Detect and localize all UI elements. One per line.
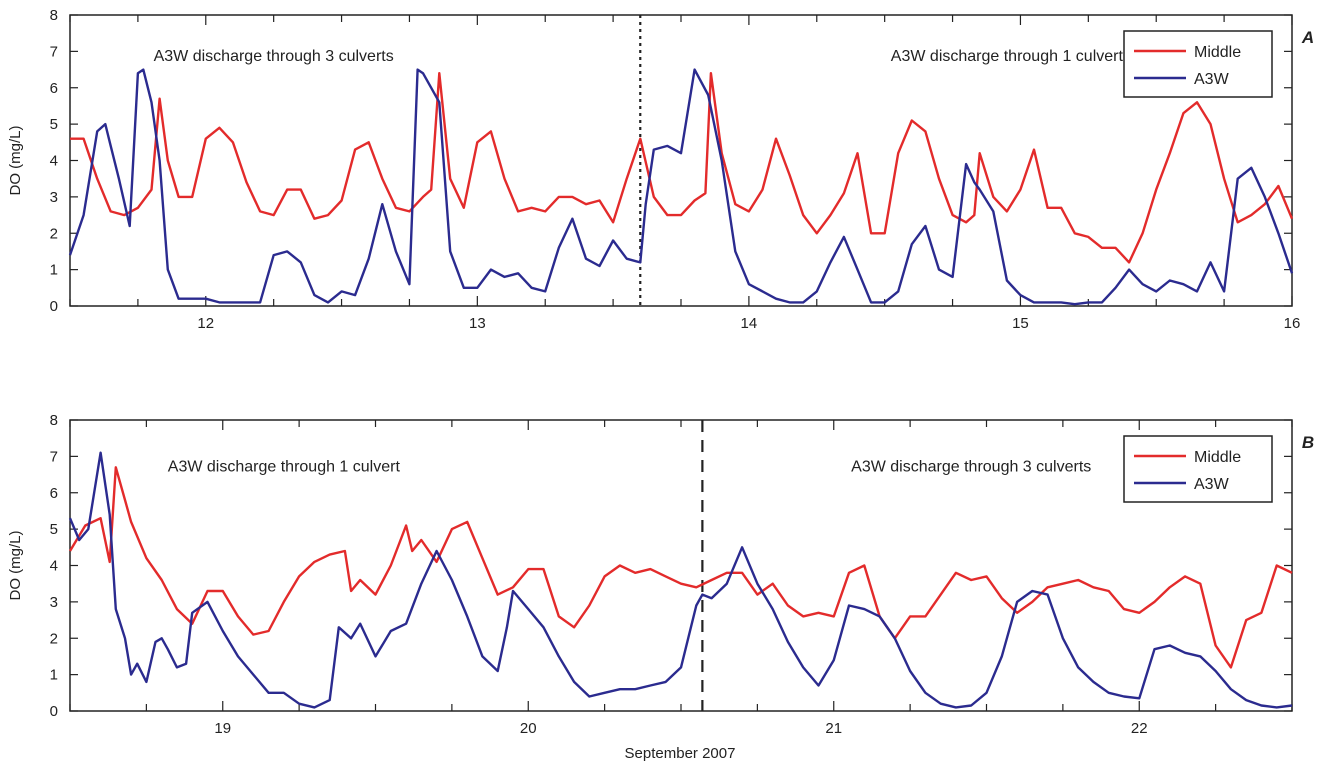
- x-tick-label: 19: [214, 720, 231, 737]
- y-axis-label: DO (mg/L): [7, 530, 24, 600]
- panel-letter: A: [1301, 28, 1314, 47]
- y-tick-label: 0: [50, 703, 58, 720]
- legend-label: Middle: [1194, 44, 1241, 61]
- y-tick-label: 5: [50, 116, 58, 133]
- y-tick-label: 4: [50, 153, 58, 170]
- y-tick-label: 3: [50, 594, 58, 611]
- x-tick-label: 22: [1131, 720, 1148, 737]
- series-line-a3w: [68, 68, 1294, 306]
- y-tick-label: 7: [50, 43, 58, 60]
- y-tick-label: 1: [50, 262, 58, 279]
- x-tick-label: 13: [469, 315, 486, 332]
- annotation-1: A3W discharge through 1 culvert: [891, 48, 1124, 65]
- legend-label: A3W: [1194, 71, 1230, 88]
- legend-label: Middle: [1194, 449, 1241, 466]
- legend-label: A3W: [1194, 476, 1230, 493]
- y-tick-label: 2: [50, 630, 58, 647]
- panel-letter: B: [1302, 433, 1314, 452]
- y-tick-label: 6: [50, 80, 58, 97]
- series-line-a3w: [68, 451, 1293, 709]
- y-tick-label: 0: [50, 298, 58, 315]
- y-tick-label: 5: [50, 521, 58, 538]
- panel-b: 0 1 2 3 4 5 6 7 8 19 20 21 22 DO (mg/L) A3W discharge …: [7, 412, 1314, 737]
- x-axis-label: September 2007: [625, 745, 736, 762]
- x-tick-label: 12: [197, 315, 214, 332]
- annotation-0: A3W discharge through 3 culverts: [154, 48, 394, 65]
- y-tick-label: 1: [50, 667, 58, 684]
- y-tick-label: 7: [50, 448, 58, 465]
- y-tick-label: 6: [50, 485, 58, 502]
- x-tick-label: 20: [520, 720, 537, 737]
- x-tick-label: 16: [1284, 315, 1301, 332]
- y-tick-label: 8: [50, 412, 58, 429]
- y-tick-label: 2: [50, 225, 58, 242]
- x-tick-label: 14: [741, 315, 758, 332]
- y-tick-label: 3: [50, 189, 58, 206]
- series-line-middle: [70, 71, 1294, 264]
- y-tick-label: 8: [50, 7, 58, 24]
- legend-box: [1123, 30, 1273, 98]
- annotation-0: A3W discharge through 1 culvert: [168, 458, 401, 475]
- series-line-middle: [68, 466, 1293, 669]
- x-tick-label: 15: [1012, 315, 1029, 332]
- y-axis-label: DO (mg/L): [7, 125, 24, 195]
- legend-box: [1123, 435, 1273, 503]
- y-tick-label: 4: [50, 558, 58, 575]
- annotation-1: A3W discharge through 3 culverts: [851, 458, 1091, 475]
- x-tick-label: 21: [825, 720, 842, 737]
